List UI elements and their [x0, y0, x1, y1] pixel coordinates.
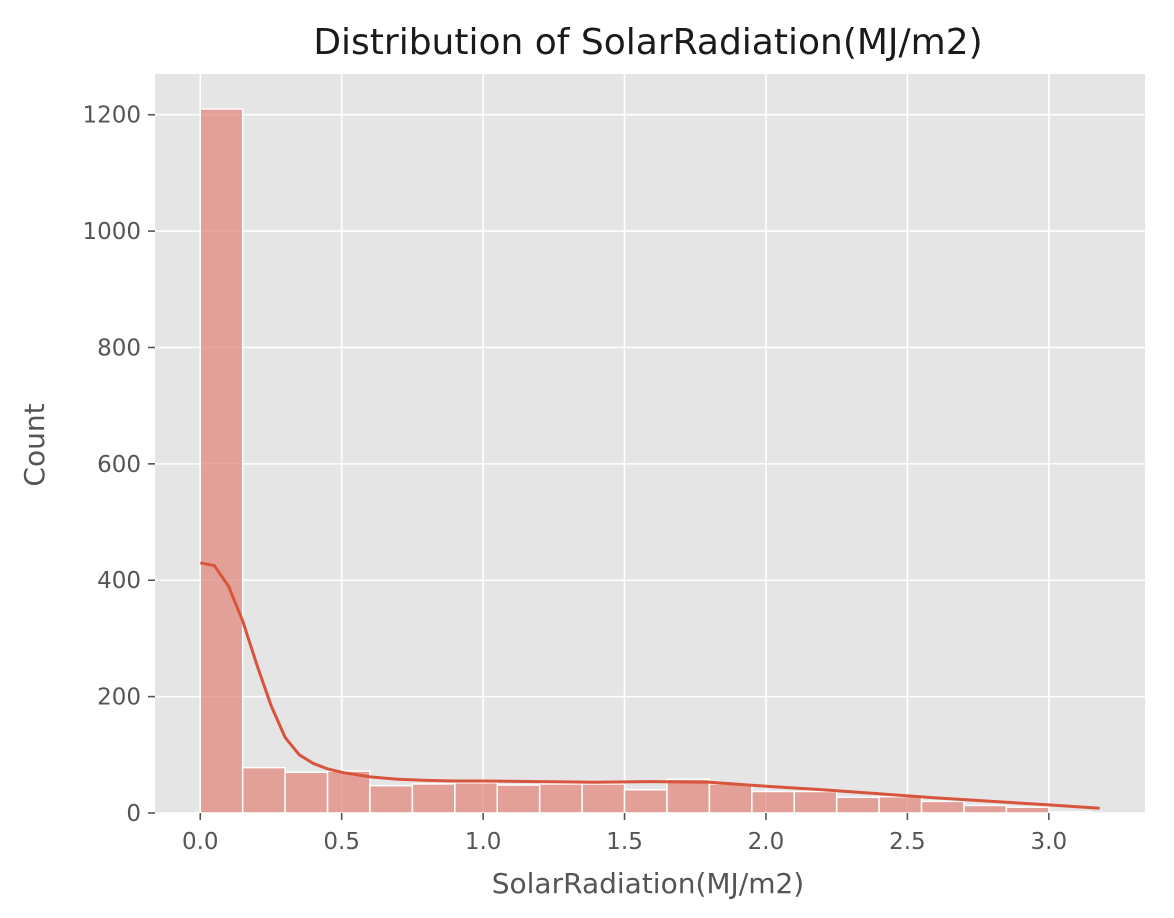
plot-area: [155, 74, 1145, 813]
histogram-bar: [751, 790, 796, 814]
histogram-bar: [538, 783, 583, 814]
y-tick-label: 200: [97, 685, 141, 711]
x-tick-label: 1.0: [465, 829, 502, 855]
histogram-bar: [623, 788, 668, 814]
chart-title: Distribution of SolarRadiation(MJ/m2): [313, 22, 982, 63]
y-tick-label: 1200: [82, 103, 141, 129]
histogram-bar: [454, 781, 499, 814]
histogram-bar: [835, 796, 880, 814]
histogram-bar: [411, 783, 456, 814]
histogram-bar: [1005, 806, 1050, 814]
y-tick-label: 800: [97, 335, 141, 361]
histogram-bar: [878, 795, 923, 814]
x-tick-label: 0.0: [182, 829, 219, 855]
histogram-bar: [963, 804, 1008, 814]
histogram-bar: [581, 783, 626, 814]
histogram-bar: [793, 790, 838, 814]
x-tick-label: 2.5: [889, 829, 926, 855]
histogram-bar: [284, 771, 329, 814]
histogram-bar: [666, 778, 711, 814]
histogram-bar: [199, 108, 244, 814]
grid-lines: [155, 74, 1145, 814]
x-tick-label: 0.5: [323, 829, 360, 855]
histogram-bar: [708, 783, 753, 814]
histogram-bar: [369, 784, 414, 814]
histogram-bar: [920, 800, 965, 814]
histogram-bars: [199, 108, 1093, 814]
y-tick-label: 1000: [82, 219, 141, 245]
x-tick-label: 2.0: [748, 829, 785, 855]
y-tick-label: 600: [97, 452, 141, 478]
histogram-bar: [326, 770, 371, 814]
x-axis-label: SolarRadiation(MJ/m2): [492, 867, 804, 900]
x-tick-label: 1.5: [606, 829, 643, 855]
histogram-bar: [1048, 811, 1093, 814]
histogram-bar: [241, 766, 286, 814]
y-axis-label: Count: [18, 403, 51, 486]
kde-curve: [199, 561, 1100, 810]
x-axis-ticks: 0.0 0.5 1.0 1.5 2.0 2.5 3.0: [182, 813, 1067, 855]
y-tick-label: 0: [126, 801, 141, 827]
histogram-bar: [496, 784, 541, 814]
y-tick-label: 400: [97, 568, 141, 594]
y-axis-ticks: 0 200 400 600 800 1000 1200: [82, 103, 155, 827]
x-tick-label: 3.0: [1031, 829, 1068, 855]
